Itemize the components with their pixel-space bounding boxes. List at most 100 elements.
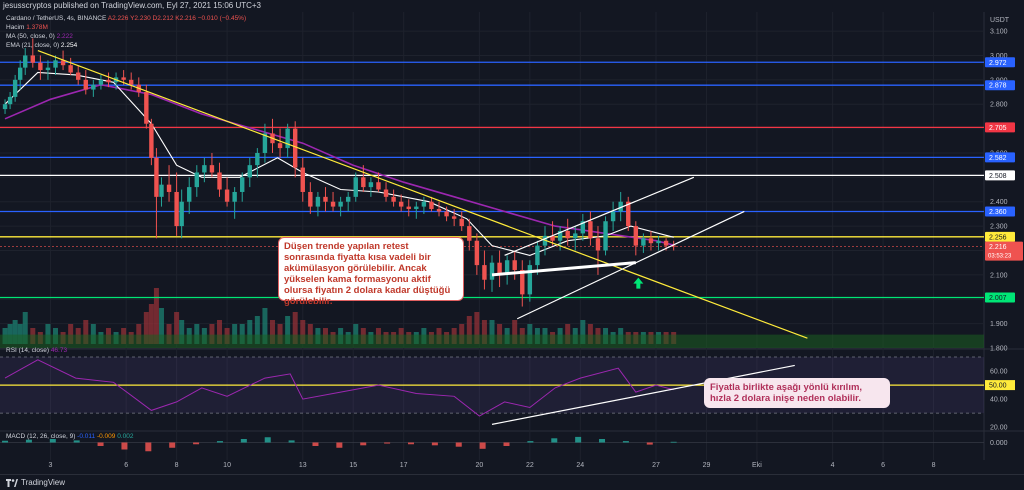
level-price-tag xyxy=(985,152,1015,163)
macd-legend: MACD (12, 26, close, 9) -0.011 -0.009 0.… xyxy=(6,432,133,441)
volume-bar xyxy=(587,324,593,344)
level-price-label: 2.972 xyxy=(989,60,1007,67)
level-price-tag xyxy=(985,122,1015,133)
candle xyxy=(247,157,252,188)
candle-body xyxy=(557,230,563,241)
candle xyxy=(610,201,616,231)
ohlc-change: −0.010 (−0.45%) xyxy=(197,15,247,22)
candle-body xyxy=(194,172,199,188)
candle xyxy=(68,57,73,75)
rsi-trendline xyxy=(491,364,795,425)
candle xyxy=(149,118,154,166)
candle xyxy=(345,191,351,212)
volume-label[interactable]: Hacim xyxy=(6,24,25,31)
candle xyxy=(30,38,35,68)
macd-value: -0.011 xyxy=(77,433,96,440)
candle-body xyxy=(83,79,88,90)
volume-bar xyxy=(232,324,238,344)
level-price-tag xyxy=(985,231,1015,242)
rsi-label[interactable]: RSI (14, close) xyxy=(6,347,49,354)
level-price-tag xyxy=(985,292,1015,303)
ma-label[interactable]: MA (50, close, 0) xyxy=(6,33,55,40)
time-tick-label: 13 xyxy=(299,462,307,469)
level-price-tag xyxy=(985,206,1015,217)
candle-body xyxy=(17,67,23,80)
candle-body xyxy=(376,182,381,190)
volume-bar xyxy=(285,316,291,344)
time-tick-label: 6 xyxy=(881,462,885,469)
trendlines[interactable] xyxy=(37,50,808,339)
level-price-tag xyxy=(985,170,1015,181)
symbol-name[interactable]: Cardano / TetherUS, 4s, BINANCE xyxy=(6,15,107,22)
candle-body xyxy=(106,79,111,83)
tradingview-logo[interactable]: TradingView xyxy=(6,478,65,487)
candle xyxy=(565,218,570,246)
candle xyxy=(633,221,639,256)
candle xyxy=(262,123,268,163)
candle xyxy=(7,92,13,110)
callout-retest-note[interactable]: Düşen trende yapılan retest sonrasında f… xyxy=(278,237,464,307)
support-zone xyxy=(0,334,984,348)
candle-body xyxy=(345,196,351,202)
candle-body xyxy=(489,262,495,280)
candle xyxy=(626,196,631,231)
volume-bar xyxy=(239,324,245,344)
volume-bar xyxy=(153,288,159,344)
currency-label: USDT xyxy=(990,17,1010,24)
volume-bar xyxy=(262,308,268,344)
price-axis[interactable]: 3.1003.0002.9002.8002.7002.6002.5002.400… xyxy=(985,17,1023,447)
candle-body xyxy=(247,165,252,178)
callout-breakdown-note[interactable]: Fiyatla birlikte aşağı yönlü kırılım, hı… xyxy=(704,378,890,408)
time-tick-label: 27 xyxy=(652,462,660,469)
macd-label[interactable]: MACD (12, 26, close, 9) xyxy=(6,433,76,440)
ma-legend: MA (50, close, 0) 2.222 xyxy=(6,32,73,41)
ema-label[interactable]: EMA (21, close, 0) xyxy=(6,42,60,49)
volume-bar xyxy=(45,324,51,344)
volume-bar xyxy=(179,320,185,344)
candle-body xyxy=(618,201,623,212)
candle-body xyxy=(300,167,305,192)
macd-hist-bar xyxy=(646,442,653,445)
macd-panel xyxy=(0,436,984,452)
candle xyxy=(106,72,111,88)
candle xyxy=(300,157,305,202)
candle-body xyxy=(504,260,510,275)
tradingview-chart[interactable]: 3.1003.0002.9002.8002.7002.6002.5002.400… xyxy=(0,12,1024,474)
volume-bar xyxy=(269,320,275,344)
candle-body xyxy=(588,221,593,239)
level-price-tag xyxy=(985,80,1015,91)
candle xyxy=(353,172,358,202)
candle-body xyxy=(91,84,96,90)
macd-hist-bar xyxy=(670,441,677,443)
volume-bar xyxy=(83,320,89,344)
volume-bar xyxy=(174,312,180,344)
candle xyxy=(376,172,381,192)
candle xyxy=(474,233,480,275)
level-price-tag xyxy=(985,57,1015,68)
candle-body xyxy=(159,184,164,197)
level-price-label: 2.256 xyxy=(989,234,1007,241)
volume-bar xyxy=(474,312,480,344)
time-tick-label: 8 xyxy=(932,462,936,469)
candle-body xyxy=(406,206,411,210)
candle-body xyxy=(497,262,502,275)
candle-body xyxy=(166,184,172,192)
price-tick-label: 2.400 xyxy=(990,199,1008,206)
rsi-value: 46.73 xyxy=(50,347,68,354)
volume-bar xyxy=(300,320,306,344)
candle xyxy=(444,206,449,222)
time-axis[interactable]: 3 6 8 10 13 15 17 20 22 24 27 29 Eki 4 6 8 xyxy=(49,462,936,469)
volume-bar xyxy=(307,324,313,344)
candle-body xyxy=(429,201,434,210)
candle xyxy=(91,79,96,97)
time-tick-label: 29 xyxy=(703,462,711,469)
rsi-level-tag xyxy=(985,380,1015,391)
candle xyxy=(76,65,81,85)
candle xyxy=(595,226,601,275)
candle-body xyxy=(60,60,66,66)
candle-body xyxy=(76,72,81,80)
macd-hist-bar xyxy=(264,437,271,443)
tradingview-logo-icon xyxy=(6,478,18,487)
time-tick-label: 6 xyxy=(124,462,128,469)
macd-hist-bar xyxy=(551,438,558,443)
